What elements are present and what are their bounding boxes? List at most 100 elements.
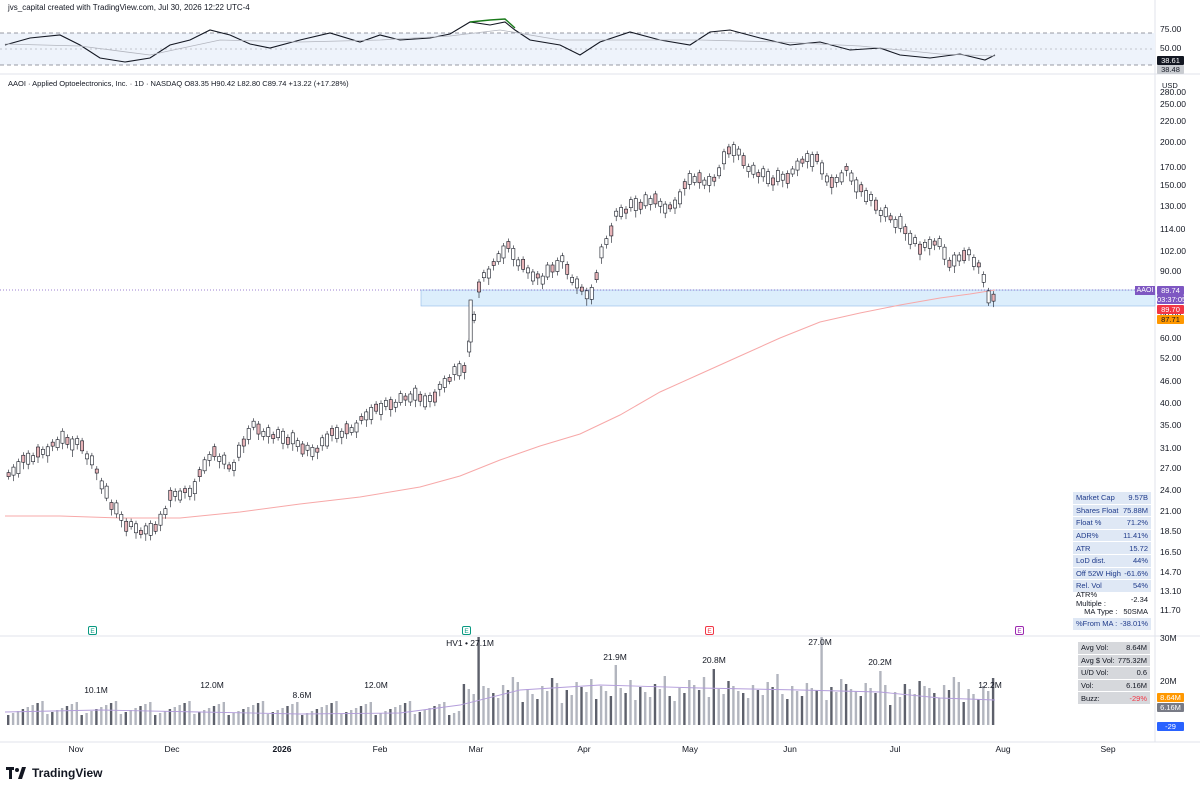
price-axis-tick: 250.00 [1160, 99, 1186, 109]
volume-bar [614, 665, 617, 725]
volume-bar [771, 687, 774, 725]
tradingview-brand: TradingView [32, 766, 103, 780]
candle-body [570, 277, 575, 283]
volume-bar [359, 706, 363, 725]
stat-row-atr-multiple: ATR% Multiple : -2.34 [1076, 590, 1148, 609]
volume-bar [501, 685, 505, 725]
volume-peak-label: 12.0M [364, 680, 388, 690]
volume-bar [737, 691, 740, 725]
candle-body [472, 313, 477, 321]
volume-bar [864, 683, 867, 725]
time-axis-label: Feb [373, 744, 388, 754]
candle-body [839, 172, 844, 183]
volume-bar [653, 684, 657, 725]
volume-bar [85, 713, 88, 725]
volume-bar [805, 683, 809, 725]
candle-body [726, 146, 731, 155]
candle-body [932, 240, 937, 246]
volume-bar [354, 708, 358, 725]
volume-bar [898, 697, 902, 725]
price-axis-tick: 220.00 [1160, 116, 1186, 126]
volume-bar [786, 699, 789, 725]
candle-body [251, 420, 256, 428]
earnings-marker[interactable]: E [1015, 626, 1024, 635]
volume-bar [957, 682, 960, 725]
candle-body [824, 175, 829, 183]
candle-body [878, 210, 883, 216]
candle-body [398, 393, 403, 403]
earnings-marker[interactable]: E [705, 626, 714, 635]
volume-bar [511, 677, 515, 725]
stat-row-ma-type: MA Type :50SMA [1084, 607, 1148, 617]
candle-body [246, 428, 251, 440]
time-axis-label: May [682, 744, 699, 754]
candle-body [805, 153, 810, 162]
candle-body [442, 378, 447, 388]
candle-body [447, 376, 452, 382]
tradingview-logo[interactable]: TradingView [6, 766, 102, 780]
volume-bar [286, 706, 289, 725]
candle-body [908, 232, 913, 245]
volume-bar [163, 711, 167, 725]
volume-bar [487, 688, 490, 725]
candle-body [290, 432, 295, 445]
stat-row-rel-vol: Rel. Vol 54% [1073, 580, 1151, 593]
volume-bar [751, 685, 755, 725]
volume-bar [433, 706, 436, 725]
earnings-marker[interactable]: E [88, 626, 97, 635]
candle-body [315, 447, 320, 453]
candle-body [967, 249, 971, 256]
candle-body [976, 262, 981, 268]
volume-bar [193, 714, 196, 725]
candle-body [359, 416, 364, 421]
volume-bar [183, 703, 186, 725]
volume-bar [149, 702, 152, 725]
volume-bar [722, 694, 725, 725]
candle-body [717, 167, 722, 177]
candle-body [516, 259, 521, 267]
candle-body [981, 274, 986, 283]
volume-bar [340, 714, 343, 725]
volume-bar [732, 686, 735, 725]
candle-body [481, 272, 486, 279]
price-axis-tick: 150.00 [1160, 180, 1186, 190]
volume-bar [849, 689, 853, 725]
price-axis-tick: 130.00 [1160, 201, 1186, 211]
earnings-marker[interactable]: E [462, 626, 471, 635]
volume-bar [707, 697, 711, 725]
candle-body [75, 438, 80, 445]
volume-peak-label: 12.2M [978, 680, 1002, 690]
candle-body [844, 166, 849, 171]
candle-body [604, 238, 609, 245]
volume-bar [560, 703, 564, 725]
volume-bar [536, 699, 539, 725]
volume-bar [781, 694, 784, 725]
volume-bar [124, 712, 127, 725]
volume-bar [384, 711, 387, 725]
candle-body [21, 454, 26, 463]
volume-bar [335, 701, 338, 725]
volume-bar [800, 696, 804, 725]
candle-body [633, 198, 638, 211]
volume-bar [795, 691, 799, 725]
candle-body [530, 271, 535, 282]
time-axis-label: Mar [469, 744, 484, 754]
candle-body [26, 452, 31, 465]
volume-bar [702, 677, 706, 725]
orange-price-tag: 87.71 [1157, 315, 1184, 324]
symbol-legend[interactable]: AAOI · Applied Optoelectronics, Inc. · 1… [8, 79, 349, 88]
candle-body [271, 434, 276, 439]
candle-body [173, 491, 178, 497]
candle-body [388, 399, 393, 410]
volume-bar [678, 688, 681, 725]
candle-body [50, 441, 55, 447]
buzz-tag: -29 [1157, 722, 1184, 731]
candle-body [810, 154, 815, 167]
candle-body [70, 438, 75, 451]
candle-body [374, 403, 379, 412]
candle-body [589, 287, 594, 300]
time-axis-label: Sep [1100, 744, 1115, 754]
candle-body [766, 171, 771, 184]
candle-body [668, 204, 673, 210]
